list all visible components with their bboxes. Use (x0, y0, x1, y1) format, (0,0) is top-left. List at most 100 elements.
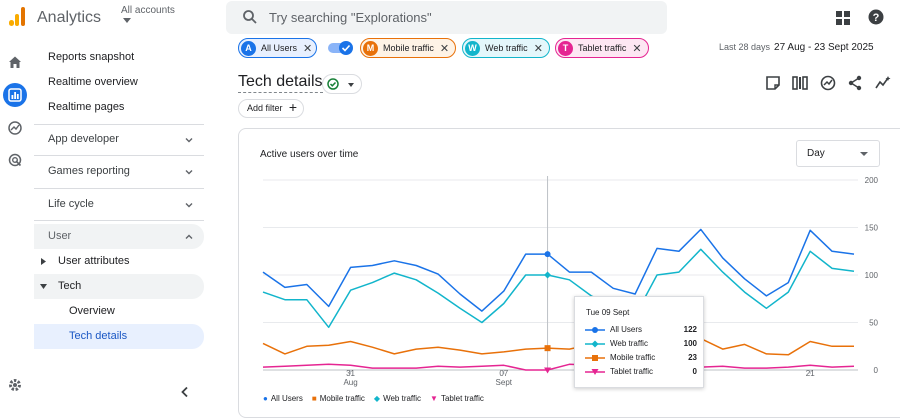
tooltip-value: 23 (688, 353, 697, 362)
x-tick-label: 07 (499, 369, 508, 378)
chip-avatar: A (241, 40, 256, 56)
account-switcher[interactable]: All accounts (121, 5, 175, 23)
nav-tech-details[interactable]: Tech details (34, 324, 204, 349)
legend-label: Web traffic (383, 394, 422, 403)
nav-label: Games reporting (48, 165, 130, 177)
divider (34, 124, 204, 125)
add-filter-button[interactable]: Add filter + (238, 99, 304, 118)
nav-tech[interactable]: Tech (34, 274, 204, 299)
nav-user-attributes[interactable]: User attributes (34, 249, 204, 274)
legend-label: All Users (270, 394, 303, 403)
chart-legend: ● All Users ■ Mobile traffic ◆ Web traffic … (263, 394, 493, 403)
chip-avatar: M (363, 40, 378, 56)
nav-realtime-overview[interactable]: Realtime overview (34, 70, 204, 95)
close-icon[interactable]: ✕ (439, 42, 450, 55)
nav-overview[interactable]: Overview (34, 299, 204, 324)
nav-label: User attributes (58, 255, 130, 267)
nav-games-reporting[interactable]: Games reporting (34, 159, 204, 184)
caret-down-icon (40, 284, 47, 289)
side-navigation: Reports snapshot Realtime overview Realt… (34, 36, 204, 403)
app-title: Analytics (37, 9, 102, 26)
x-tick-label: 31 (346, 369, 355, 378)
compare-columns-icon[interactable] (792, 75, 808, 91)
add-filter-label: Add filter (247, 103, 283, 113)
page-title: Tech details (238, 73, 323, 93)
home-icon[interactable] (3, 50, 27, 74)
close-icon[interactable]: ✕ (533, 42, 543, 55)
legend-item[interactable]: ■ Mobile traffic (312, 394, 365, 403)
tooltip-value: 100 (683, 339, 697, 348)
y-tick-label: 100 (865, 271, 879, 280)
reports-icon[interactable] (3, 83, 27, 107)
granularity-value: Day (807, 148, 825, 159)
search-icon (243, 10, 257, 24)
granularity-select[interactable]: Day (796, 140, 880, 167)
help-icon[interactable]: ? (868, 9, 884, 25)
close-icon[interactable]: ✕ (303, 42, 313, 55)
share-icon[interactable] (847, 75, 863, 91)
edit-report-icon[interactable] (765, 75, 781, 91)
tooltip-row: Web traffic 100 (585, 339, 697, 351)
legend-item[interactable]: ▼ Tablet traffic (430, 394, 484, 403)
chip-label: Mobile traffic (383, 43, 434, 53)
tooltip-row: All Users 122 (585, 325, 697, 337)
tooltip-row: Tablet traffic 0 (585, 367, 697, 379)
collapse-chevron-left-icon[interactable] (180, 386, 190, 398)
close-icon[interactable]: ✕ (632, 42, 642, 55)
diamond-marker-icon: ◆ (373, 394, 381, 403)
nav-label: Life cycle (48, 198, 94, 210)
tooltip-value: 0 (692, 367, 697, 376)
insights-icon[interactable] (820, 75, 836, 91)
active-users-line-chart[interactable]: 05010015020031Aug07Sept1421 (0, 0, 900, 403)
account-label: All accounts (121, 5, 175, 16)
title-status-dropdown[interactable] (322, 74, 362, 94)
analytics-logo-icon[interactable] (6, 6, 28, 28)
series-line-tablet-traffic (262, 363, 855, 371)
chip-avatar: T (558, 40, 573, 56)
apps-grid-icon[interactable] (836, 11, 850, 25)
chip-all-users[interactable]: A All Users ✕ (238, 38, 317, 58)
y-tick-label: 200 (865, 176, 879, 185)
date-range-selector[interactable]: Last 28 days 27 Aug - 23 Sept 2025 (719, 42, 874, 53)
anomaly-insights-icon[interactable] (875, 75, 891, 91)
chip-label: Tablet traffic (578, 43, 627, 53)
compare-toggle[interactable] (328, 41, 354, 55)
chip-mobile-traffic[interactable]: M Mobile traffic ✕ (360, 38, 456, 58)
circle-marker-icon: ● (263, 394, 268, 403)
tooltip-label: All Users (610, 325, 643, 334)
x-tick-sublabel: Sept (496, 378, 513, 387)
series-line-all-users (262, 228, 855, 312)
explore-icon[interactable] (3, 116, 27, 140)
data-point-all-users (544, 251, 551, 258)
svg-text:?: ? (873, 12, 880, 24)
check-circle-icon (327, 78, 339, 90)
legend-label: Mobile traffic (319, 394, 365, 403)
nav-reports-snapshot[interactable]: Reports snapshot (34, 45, 204, 70)
plus-icon: + (288, 99, 297, 115)
chevron-down-icon (185, 138, 193, 143)
nav-realtime-pages[interactable]: Realtime pages (34, 95, 204, 120)
admin-gear-icon[interactable] (3, 373, 27, 397)
divider (34, 220, 204, 221)
nav-label: Tech (58, 280, 82, 292)
date-range-prefix: Last 28 days (719, 42, 771, 52)
legend-item[interactable]: ◆ Web traffic (374, 394, 421, 403)
chevron-down-icon (185, 170, 193, 175)
chevron-down-icon (185, 203, 193, 208)
chart-title: Active users over time (260, 149, 359, 160)
tooltip-label: Web traffic (610, 339, 648, 348)
chip-web-traffic[interactable]: W Web traffic ✕ (462, 38, 550, 58)
chevron-up-icon (185, 234, 193, 239)
advertising-icon[interactable] (3, 148, 27, 172)
legend-item[interactable]: ● All Users (263, 394, 303, 403)
square-marker-icon: ■ (311, 394, 317, 403)
search-bar[interactable]: Try searching "Explorations" (226, 1, 667, 34)
nav-user[interactable]: User (34, 224, 204, 249)
nav-life-cycle[interactable]: Life cycle (34, 192, 204, 217)
chip-tablet-traffic[interactable]: T Tablet traffic ✕ (555, 38, 649, 58)
caret-down-icon (123, 18, 131, 23)
nav-label: App developer (48, 133, 119, 145)
nav-app-developer[interactable]: App developer (34, 127, 204, 152)
nav-label: Reports snapshot (48, 51, 135, 63)
y-tick-label: 150 (865, 224, 879, 233)
